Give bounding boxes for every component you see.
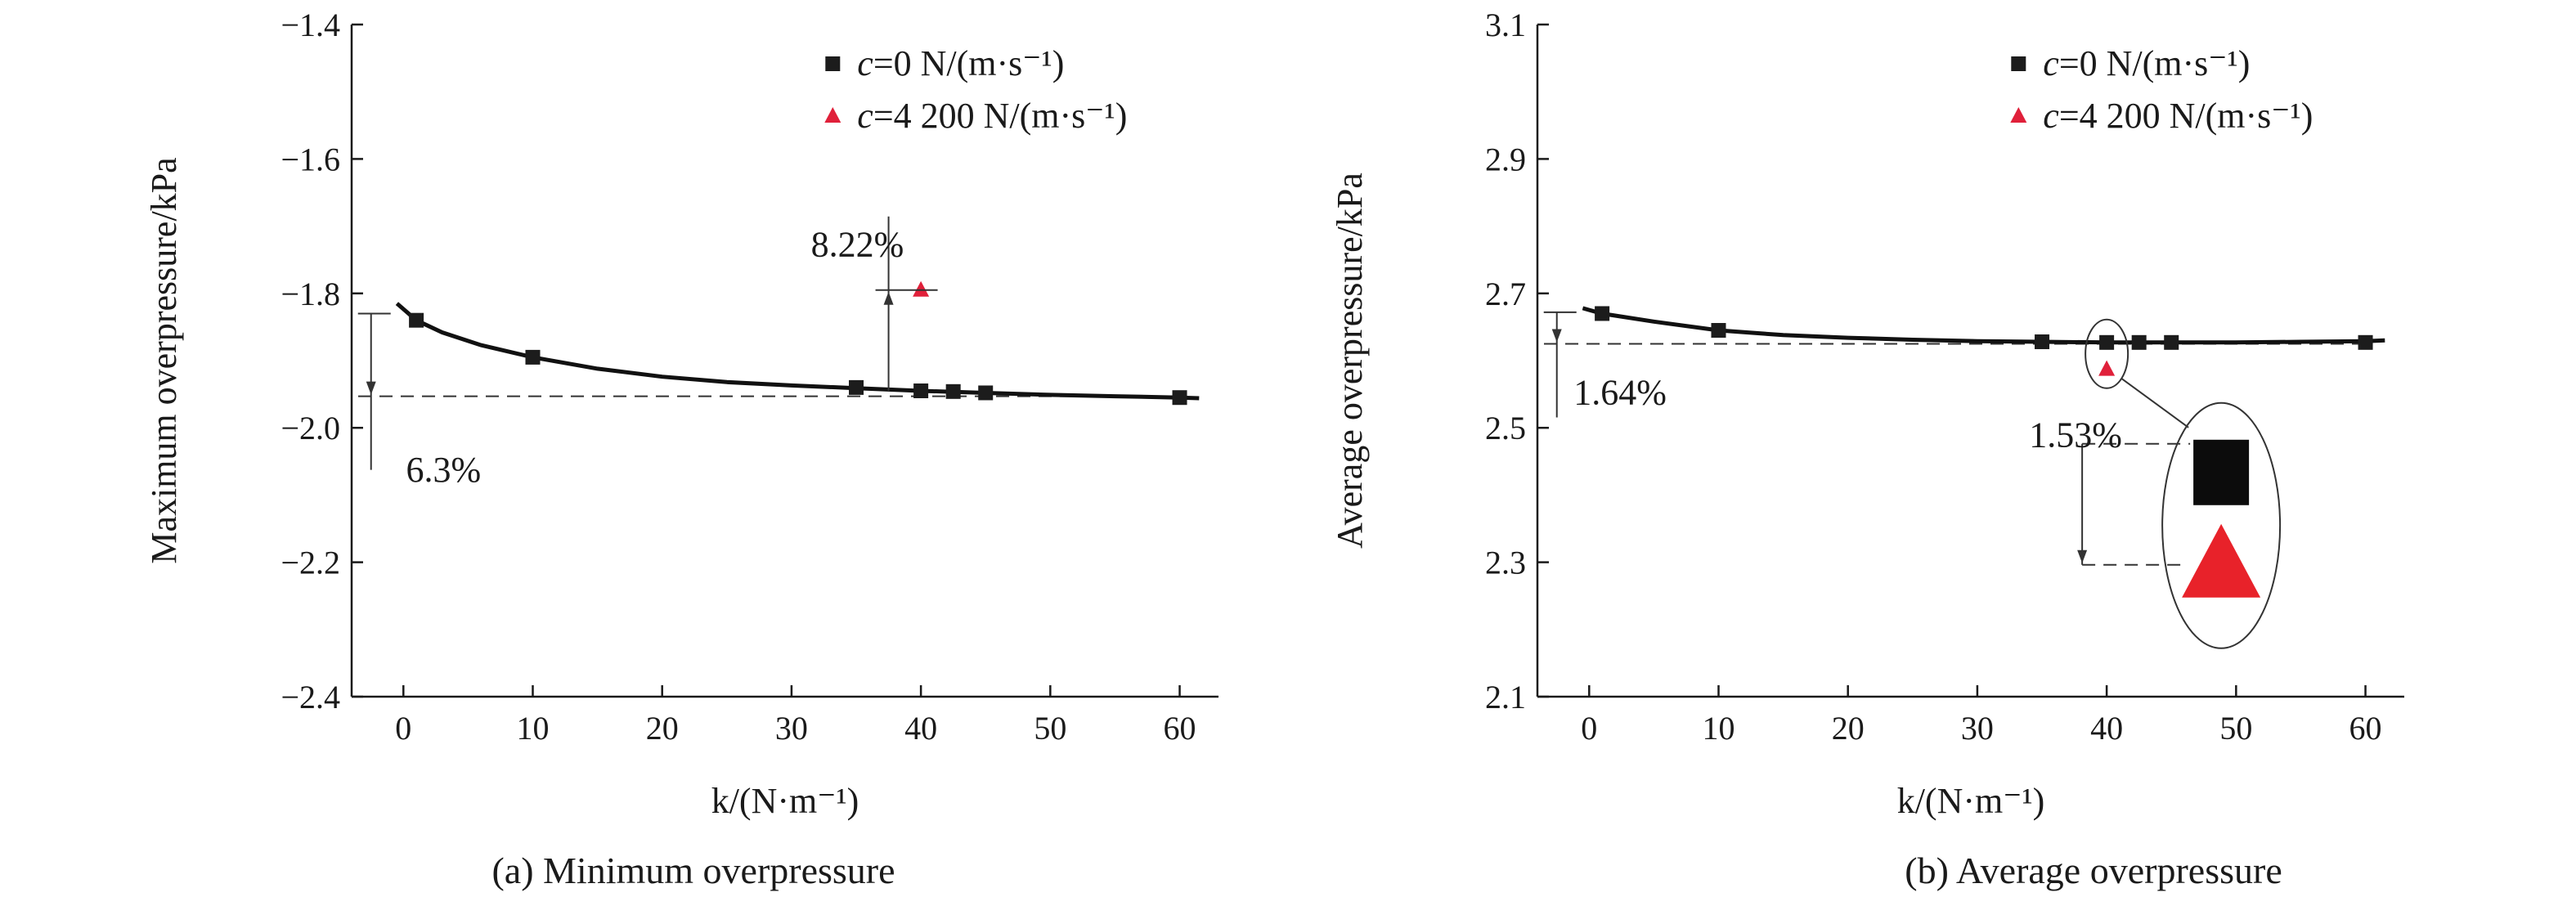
y-tick-label: 3.1 bbox=[1485, 7, 1526, 43]
legend-symbol: c bbox=[2043, 96, 2059, 136]
legend-entry: c=4 200 N/(m·s⁻¹) bbox=[2043, 96, 2313, 136]
data-point-square bbox=[913, 383, 929, 398]
legend-text: =0 N/(m·s⁻¹) bbox=[873, 43, 1065, 83]
data-point-square bbox=[1711, 323, 1726, 339]
y-tick-label: 2.9 bbox=[1485, 141, 1526, 177]
legend-symbol: c bbox=[857, 96, 873, 136]
data-point-square bbox=[978, 385, 994, 401]
y-tick-label: −1.6 bbox=[280, 141, 340, 177]
data-point-triangle bbox=[913, 280, 930, 297]
data-point-square bbox=[945, 383, 961, 399]
data-point-square bbox=[2099, 334, 2115, 350]
arrow-head-down bbox=[1551, 329, 1562, 343]
annotation-percent: 8.22% bbox=[811, 225, 904, 265]
data-point-square bbox=[409, 312, 424, 328]
data-point-square bbox=[2035, 334, 2050, 349]
x-tick-label: 10 bbox=[1702, 710, 1735, 747]
legend-entry: c=4 200 N/(m·s⁻¹) bbox=[857, 96, 1127, 136]
y-tick-label: −2.0 bbox=[280, 410, 340, 446]
legend-entry: c=0 N/(m·s⁻¹) bbox=[2043, 43, 2250, 83]
legend-symbol: c bbox=[857, 43, 873, 83]
legend-text: =0 N/(m·s⁻¹) bbox=[2059, 43, 2251, 83]
x-axis-label: k/(N·m⁻¹) bbox=[1897, 781, 2045, 821]
y-tick-label: 2.1 bbox=[1485, 679, 1526, 715]
annotation-percent: 1.53% bbox=[2029, 415, 2122, 455]
y-axis-label: Average overpressure/kPa bbox=[1330, 173, 1370, 549]
x-tick-label: 30 bbox=[1961, 710, 1994, 747]
legend-entry: c=0 N/(m·s⁻¹) bbox=[857, 43, 1064, 83]
x-tick-label: 30 bbox=[775, 710, 808, 747]
panel-average-overpressure: 2.1 2.3 2.5 2.7 2.9 3.1 0 10 20 30 40 50 60 k/(N·m⁻¹)… bbox=[1330, 7, 2404, 891]
arrow-head-up bbox=[883, 291, 894, 305]
x-tick-label: 40 bbox=[904, 710, 937, 747]
x-tick-label: 60 bbox=[2349, 710, 2382, 747]
y-tick-label: −2.4 bbox=[280, 679, 340, 715]
x-tick-label: 20 bbox=[1832, 710, 1865, 747]
zoom-large-ellipse bbox=[2161, 401, 2282, 649]
y-tick-label: 2.7 bbox=[1485, 276, 1526, 312]
x-tick-label: 10 bbox=[516, 710, 549, 747]
legend-symbol: c bbox=[2043, 43, 2059, 83]
x-tick-label: 50 bbox=[2219, 710, 2252, 747]
data-point-square bbox=[2164, 334, 2179, 350]
legend-marker-triangle bbox=[824, 107, 841, 123]
y-tick-label: 2.5 bbox=[1485, 410, 1526, 446]
x-tick-label: 50 bbox=[1034, 710, 1066, 747]
arrow-head-down bbox=[366, 381, 376, 395]
data-point-square bbox=[1595, 306, 1610, 321]
fit-curve bbox=[1582, 306, 2385, 345]
data-point-square bbox=[2358, 334, 2373, 350]
data-point-triangle bbox=[2098, 360, 2116, 376]
x-tick-label: 0 bbox=[395, 710, 411, 747]
data-point-square bbox=[849, 379, 864, 395]
panel-caption: (b) Average overpressure bbox=[1905, 850, 2282, 891]
legend-marker-square bbox=[2011, 56, 2026, 71]
legend-marker-square bbox=[825, 56, 841, 71]
legend-text: =4 200 N/(m·s⁻¹) bbox=[873, 96, 1128, 136]
y-axis-label: Maximum overpressure/kPa bbox=[144, 157, 184, 563]
annotation-percent: 1.64% bbox=[1573, 372, 1667, 412]
legend-text: =4 200 N/(m·s⁻¹) bbox=[2059, 96, 2313, 136]
x-axis-label: k/(N·m⁻¹) bbox=[711, 781, 859, 821]
zoom-triangle-marker bbox=[2182, 523, 2261, 598]
legend-marker-triangle bbox=[2010, 107, 2027, 123]
zoom-square-marker bbox=[2193, 439, 2250, 505]
annotation-percent: 6.3% bbox=[406, 450, 481, 490]
data-point-square bbox=[1172, 390, 1187, 406]
data-point-square bbox=[525, 349, 541, 365]
y-tick-label: −2.2 bbox=[280, 545, 340, 581]
y-tick-label: −1.8 bbox=[280, 276, 340, 312]
x-tick-label: 20 bbox=[646, 710, 679, 747]
x-tick-label: 60 bbox=[1164, 710, 1196, 747]
fit-curve bbox=[395, 302, 1200, 401]
y-tick-label: −1.4 bbox=[280, 7, 340, 43]
x-tick-label: 40 bbox=[2090, 710, 2123, 747]
panel-caption: (a) Minimum overpressure bbox=[491, 850, 895, 891]
zoom-small-ellipse bbox=[2085, 318, 2129, 389]
panel-minimum-overpressure: −2.4 −2.2 −2.0 −1.8 −1.6 −1.4 0 10 20 30 40 50 60 k/(… bbox=[144, 7, 1218, 891]
data-point-square bbox=[2131, 334, 2147, 350]
arrow-head-down bbox=[2077, 549, 2088, 563]
zoom-connector bbox=[2120, 377, 2189, 428]
y-tick-label: 2.3 bbox=[1485, 545, 1526, 581]
x-tick-label: 0 bbox=[1581, 710, 1597, 747]
